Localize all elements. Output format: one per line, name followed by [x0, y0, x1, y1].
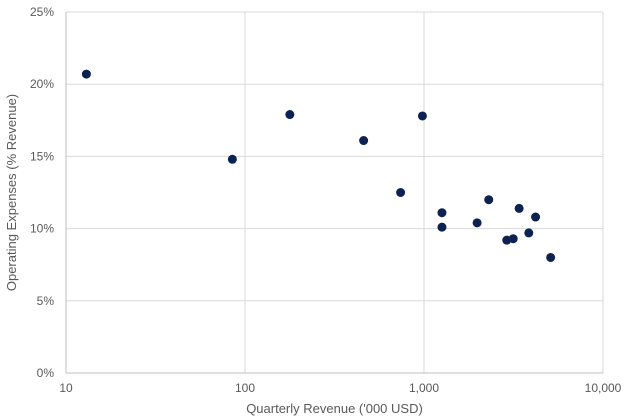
y-tick-label: 15% [30, 149, 54, 163]
tick-labels: 0% 5% 10% 15% 20% 25% 10 100 1,000 10,000 [30, 5, 622, 395]
data-point [508, 234, 518, 244]
data-point [472, 218, 482, 228]
y-tick-label: 0% [37, 366, 55, 380]
data-point [396, 188, 406, 197]
data-point [437, 208, 447, 218]
y-axis-title: Operating Expenses (% Revenue) [4, 94, 19, 291]
data-point [531, 212, 541, 222]
data-point [546, 252, 556, 262]
data-point [81, 69, 91, 79]
y-tick-label: 25% [30, 5, 54, 19]
data-point [484, 195, 494, 205]
x-tick-label: 100 [235, 381, 255, 395]
x-tick-label: 10,000 [585, 381, 622, 395]
data-point [514, 203, 524, 213]
x-axis-title: Quarterly Revenue ('000 USD) [246, 401, 423, 416]
x-tick-label: 1,000 [409, 381, 439, 395]
data-points [81, 69, 556, 262]
data-point [417, 111, 427, 121]
y-tick-label: 5% [37, 294, 55, 308]
gridlines [66, 11, 604, 373]
x-tick-label: 10 [59, 381, 73, 395]
data-point [227, 154, 237, 164]
y-tick-label: 20% [30, 77, 54, 91]
data-point [359, 136, 369, 146]
y-tick-label: 10% [30, 222, 54, 236]
data-point [285, 110, 295, 120]
data-point [524, 228, 534, 238]
data-point [437, 222, 447, 232]
axes [65, 12, 603, 374]
